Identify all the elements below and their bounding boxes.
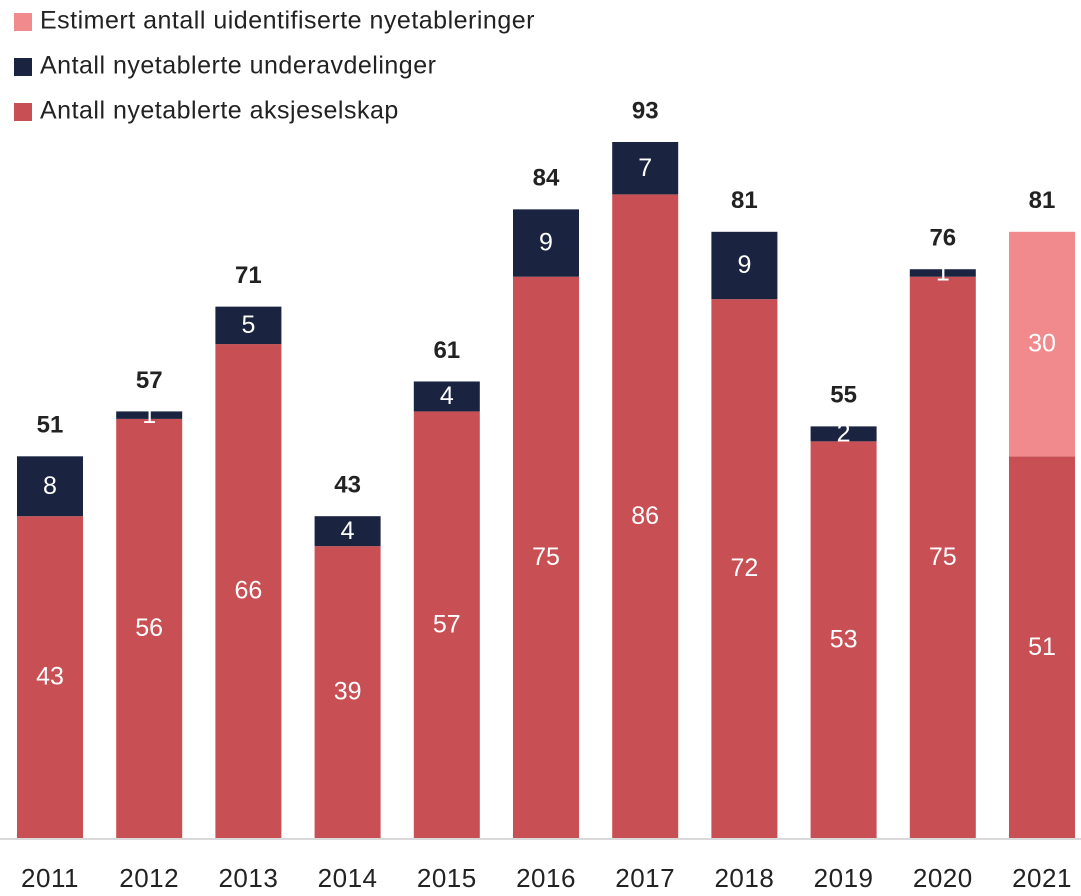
segment-label: 66	[234, 577, 262, 605]
segment-label: 51	[1028, 633, 1056, 661]
segment-label: 4	[440, 382, 454, 410]
x-tick-label: 2012	[119, 863, 179, 893]
legend-label: Antall nyetablerte aksjeselskap	[40, 97, 399, 125]
bar-segment	[513, 276, 579, 838]
total-label: 76	[929, 225, 956, 252]
legend-label: Estimert antall uidentifiserte nyetabler…	[40, 7, 535, 35]
x-tick-label: 2019	[814, 863, 874, 893]
segment-label: 43	[36, 663, 64, 691]
x-tick-label: 2021	[1012, 863, 1072, 893]
bar-segment	[810, 426, 877, 442]
segment-label: 56	[135, 614, 163, 642]
total-label: 57	[136, 367, 163, 394]
x-tick-label: 2020	[913, 863, 973, 893]
bar-segment	[1009, 231, 1075, 457]
x-tick-label: 2011	[21, 863, 79, 893]
total-label: 93	[632, 97, 659, 124]
bar-segment	[810, 441, 877, 838]
x-tick-label: 2013	[218, 863, 278, 893]
segment-label: 39	[334, 678, 362, 706]
segment-label: 2	[837, 419, 851, 447]
x-tick-label: 2015	[417, 863, 477, 893]
total-label: 71	[235, 262, 262, 289]
segment-label: 72	[730, 554, 758, 582]
bar-segment	[116, 418, 183, 838]
segment-label: 4	[341, 517, 355, 545]
segment-label: 86	[631, 502, 659, 530]
legend-label: Antall nyetablerte underavdelinger	[40, 52, 436, 80]
segment-label: 75	[532, 543, 560, 571]
x-tick-label: 2016	[516, 863, 576, 893]
bar-segment	[513, 209, 579, 277]
legend-swatch	[14, 103, 32, 121]
x-tick-label: 2014	[318, 863, 378, 893]
total-label: 43	[334, 472, 361, 499]
segment-label: 9	[737, 251, 751, 279]
bar-segment	[314, 546, 381, 838]
bar-segment	[909, 276, 976, 838]
total-label: 61	[433, 337, 460, 364]
bar-segment	[17, 516, 83, 838]
segment-label: 8	[43, 472, 57, 500]
bar-segment	[215, 344, 282, 838]
legend-swatch	[14, 58, 32, 76]
total-label: 81	[731, 187, 758, 214]
x-tick-label: 2017	[615, 863, 675, 893]
total-label: 51	[37, 412, 64, 439]
segment-label: 9	[539, 229, 553, 257]
segment-label: 7	[638, 154, 652, 182]
bar-segment	[711, 299, 778, 839]
bar-segment	[909, 269, 976, 277]
bar-segment	[413, 381, 480, 412]
bar-segment	[612, 194, 679, 839]
legend-swatch	[14, 13, 32, 31]
segment-label: 53	[830, 625, 858, 653]
segment-label: 1	[142, 401, 156, 429]
bar-segment	[413, 411, 480, 838]
bar-segment	[314, 516, 381, 547]
segment-label: 30	[1028, 330, 1056, 358]
bar-segment	[711, 231, 778, 300]
x-tick-label: 2018	[714, 863, 774, 893]
bar-segment	[116, 411, 183, 419]
total-label: 81	[1029, 187, 1056, 214]
segment-label: 5	[241, 311, 255, 339]
bar-segment	[17, 456, 83, 517]
segment-label: 75	[929, 543, 957, 571]
bar-segment	[612, 142, 679, 195]
total-label: 55	[830, 382, 857, 409]
bar-segment	[1009, 456, 1075, 838]
bar-segment	[215, 306, 282, 345]
segment-label: 1	[936, 259, 950, 287]
segment-label: 57	[433, 610, 461, 638]
total-label: 84	[533, 165, 560, 192]
